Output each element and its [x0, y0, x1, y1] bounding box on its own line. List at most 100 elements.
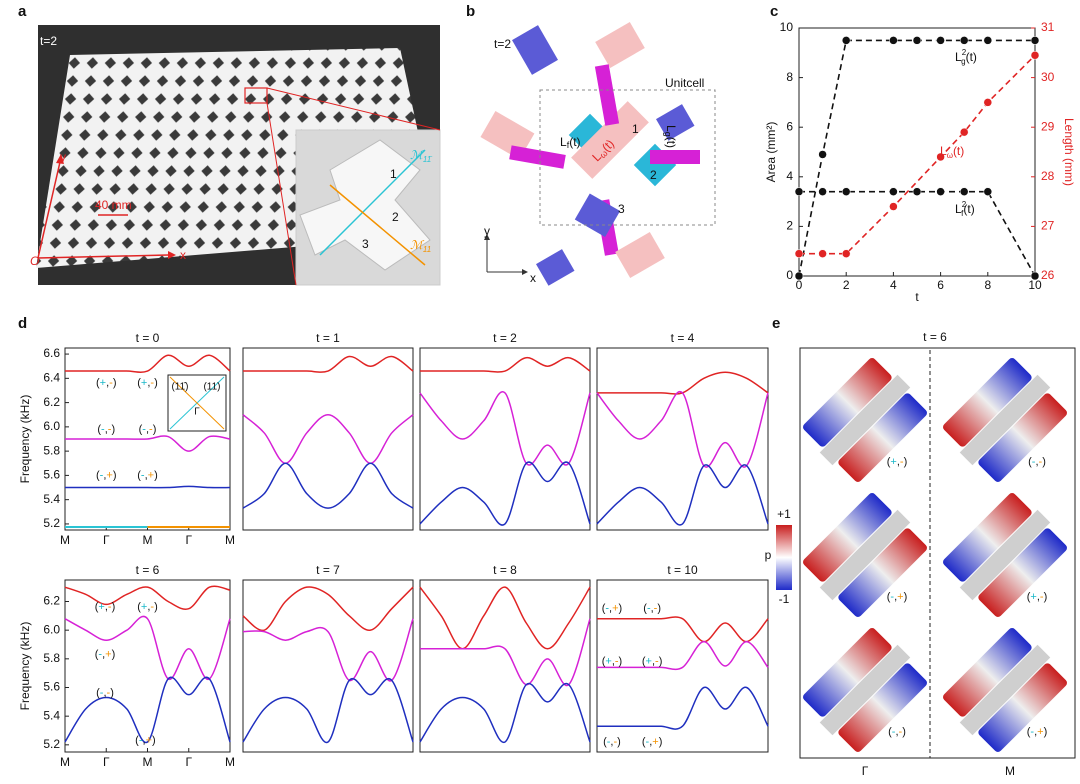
band-line: [420, 356, 591, 373]
parity-char: -: [654, 603, 658, 615]
parity-char: -: [890, 591, 894, 603]
y-tick-label: 5.8: [43, 651, 60, 665]
parity-char: (: [95, 648, 99, 660]
label-tail: (t): [966, 50, 977, 64]
parity-char: (: [137, 469, 141, 481]
parity-char: ,: [102, 648, 105, 660]
parity-char: ): [154, 377, 158, 389]
column-label: Γ: [862, 764, 869, 778]
y2-tick-label: 31: [1041, 20, 1055, 34]
parity-char: +: [141, 377, 147, 389]
parity-label: (-,+): [135, 734, 156, 746]
parity-char: ): [113, 377, 117, 389]
parity-char: +: [612, 603, 618, 615]
y2-axis-label: Length (mm): [1062, 118, 1076, 186]
parity-char: -: [607, 736, 611, 748]
y-tick-label: 5.4: [43, 708, 60, 722]
parity-char: ,: [897, 456, 900, 468]
x-tick-label: M: [143, 533, 153, 547]
parity-char: (: [96, 377, 100, 389]
inset-label: (11̄): [171, 382, 188, 393]
x-tick-label: M: [225, 755, 235, 769]
mode-tile: [803, 358, 927, 482]
parity-char: ): [659, 736, 663, 748]
parity-char: -: [646, 736, 650, 748]
band-line: [242, 677, 414, 743]
parity-char: +: [890, 456, 896, 468]
parity-char: ,: [894, 591, 897, 603]
y-tick-label: 6.2: [43, 594, 60, 608]
parity-char: -: [655, 656, 659, 668]
parity-char: -: [100, 469, 104, 481]
parity-char: ): [154, 601, 158, 613]
parity-char: -: [1039, 456, 1043, 468]
parity-char: (: [602, 603, 606, 615]
parity-char: ,: [649, 736, 652, 748]
y2-tick-label: 28: [1041, 169, 1055, 183]
band-line: [64, 676, 231, 744]
parity-char: (: [642, 736, 646, 748]
parity-char: ,: [143, 734, 146, 746]
length-base: L: [664, 125, 678, 132]
data-point: [841, 249, 851, 258]
label-sup: 2: [962, 48, 967, 57]
y-tick-label: 6.2: [43, 395, 60, 409]
plot-title: t = 1: [316, 331, 340, 345]
data-point: [936, 152, 945, 162]
axis-label: y: [484, 224, 490, 238]
parity-char: -: [150, 377, 154, 389]
panel-label: a: [18, 3, 27, 20]
mode-tile: [943, 358, 1067, 482]
band-line: [596, 464, 769, 526]
band-line: [596, 390, 769, 468]
plot-frame: [242, 347, 414, 531]
mode-tile: [943, 493, 1067, 617]
mode-arm: [838, 663, 927, 752]
parity-char: -: [98, 648, 102, 660]
parity-char: ): [902, 726, 906, 738]
y-axis-label: Frequency (kHz): [18, 395, 32, 484]
data-point: [841, 187, 851, 196]
parity-char: -: [613, 736, 617, 748]
mode-arm: [838, 528, 927, 617]
parity-label: (-,-): [139, 423, 157, 435]
plot-title: t = 6: [136, 563, 160, 577]
data-point: [983, 98, 993, 107]
length-base: L: [560, 135, 567, 149]
plot-frame: [419, 347, 591, 531]
band-line: [242, 586, 414, 632]
data-point: [841, 36, 851, 45]
data-point: [959, 127, 969, 137]
parity-char: -: [142, 423, 146, 435]
parity-char: ,: [103, 469, 106, 481]
x-tick-label: Γ: [103, 533, 110, 547]
parity-char: ): [154, 469, 158, 481]
mode-core: [959, 509, 1051, 601]
y-tick-label: 10: [780, 20, 794, 34]
parity-char: -: [149, 423, 153, 435]
parity-char: (: [1027, 591, 1031, 603]
part-label: 3: [362, 237, 369, 251]
y-tick-label: 5.8: [43, 443, 60, 457]
mode-arm: [943, 493, 1032, 582]
series-line: [799, 54, 1036, 255]
part-label: 1: [390, 167, 397, 181]
label-base: L: [955, 202, 962, 216]
length-label: Lf(t): [560, 135, 581, 150]
length-label: Lg(t): [663, 125, 678, 148]
parity-char: ,: [145, 469, 148, 481]
y-axis-label: Frequency (kHz): [18, 622, 32, 711]
parity-char: (: [602, 656, 606, 668]
colorbar-label: p: [765, 548, 772, 562]
parity-label: (-,-): [1028, 456, 1046, 468]
series-label: Lω(t): [940, 144, 964, 160]
parity-char: ,: [103, 687, 106, 699]
data-point: [912, 36, 922, 45]
inset-line: [169, 376, 225, 430]
data-point: [959, 187, 969, 196]
parity-char: ): [904, 591, 908, 603]
parity-char: +: [1030, 591, 1036, 603]
parity-char: ,: [610, 736, 613, 748]
x-axis-label: t: [915, 290, 919, 304]
